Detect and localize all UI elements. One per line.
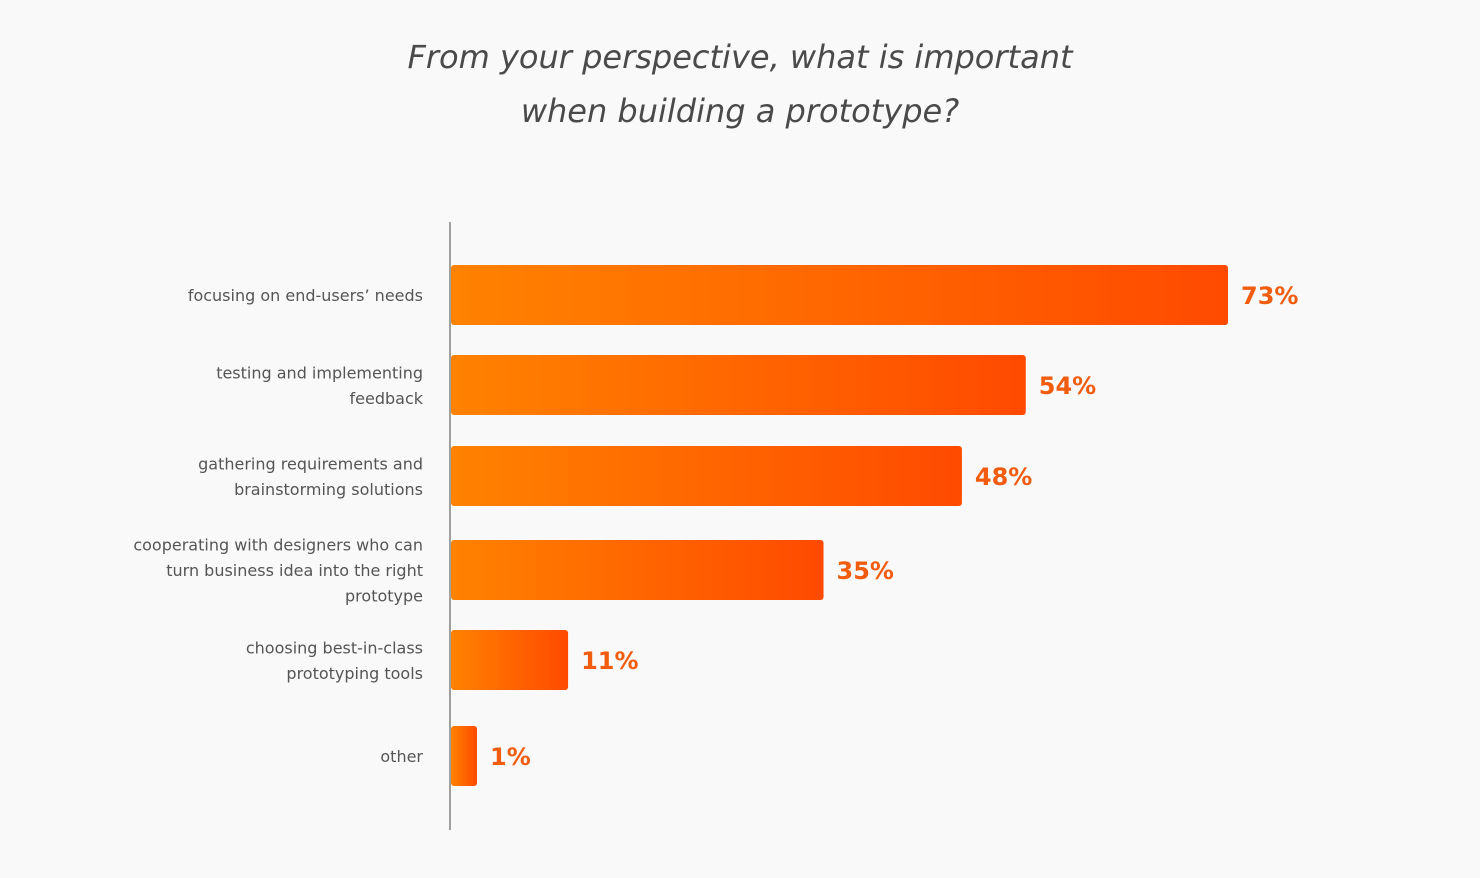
- value-label-3: 48%: [975, 463, 1032, 491]
- category-label-1: focusing on end-users’ needs: [188, 286, 423, 305]
- chart-title-line-2: when building a prototype?: [520, 92, 960, 130]
- bar-1: [451, 265, 1228, 325]
- bar-6: [451, 726, 477, 786]
- category-label-4: cooperating with designers who can turn b…: [133, 536, 423, 606]
- value-label-2: 54%: [1039, 372, 1096, 400]
- value-label-1: 73%: [1241, 282, 1298, 310]
- category-label-5: choosing best-in-class prototyping tools: [246, 638, 423, 683]
- category-label-4-line-3: prototype: [345, 587, 423, 606]
- category-label-6-line-1: other: [380, 747, 423, 766]
- chart-title: From your perspective, what is important…: [0, 30, 1480, 138]
- category-label-6: other: [380, 747, 423, 766]
- bar-2: [451, 355, 1026, 415]
- category-label-4-line-2: turn business idea into the right: [166, 561, 423, 580]
- value-label-5: 11%: [581, 647, 638, 675]
- category-label-5-line-2: prototyping tools: [286, 664, 423, 683]
- category-label-1-line-1: focusing on end-users’ needs: [188, 286, 423, 305]
- category-label-3-line-1: gathering requirements and: [198, 454, 423, 473]
- category-label-2: testing and implementing feedback: [216, 363, 424, 408]
- category-label-4-line-1: cooperating with designers who can: [133, 536, 423, 555]
- category-label-2-line-2: feedback: [350, 389, 424, 408]
- chart-title-line-1: From your perspective, what is important: [407, 38, 1073, 76]
- value-label-4: 35%: [837, 557, 894, 585]
- category-label-5-line-1: choosing best-in-class: [246, 638, 423, 657]
- value-label-6: 1%: [490, 743, 531, 771]
- category-label-3-line-2: brainstorming solutions: [234, 480, 423, 499]
- bar-3: [451, 446, 962, 506]
- bar-4: [451, 540, 824, 600]
- bar-5: [451, 630, 569, 690]
- category-label-3: gathering requirements and brainstorming …: [198, 454, 423, 499]
- category-label-2-line-1: testing and implementing: [216, 363, 423, 382]
